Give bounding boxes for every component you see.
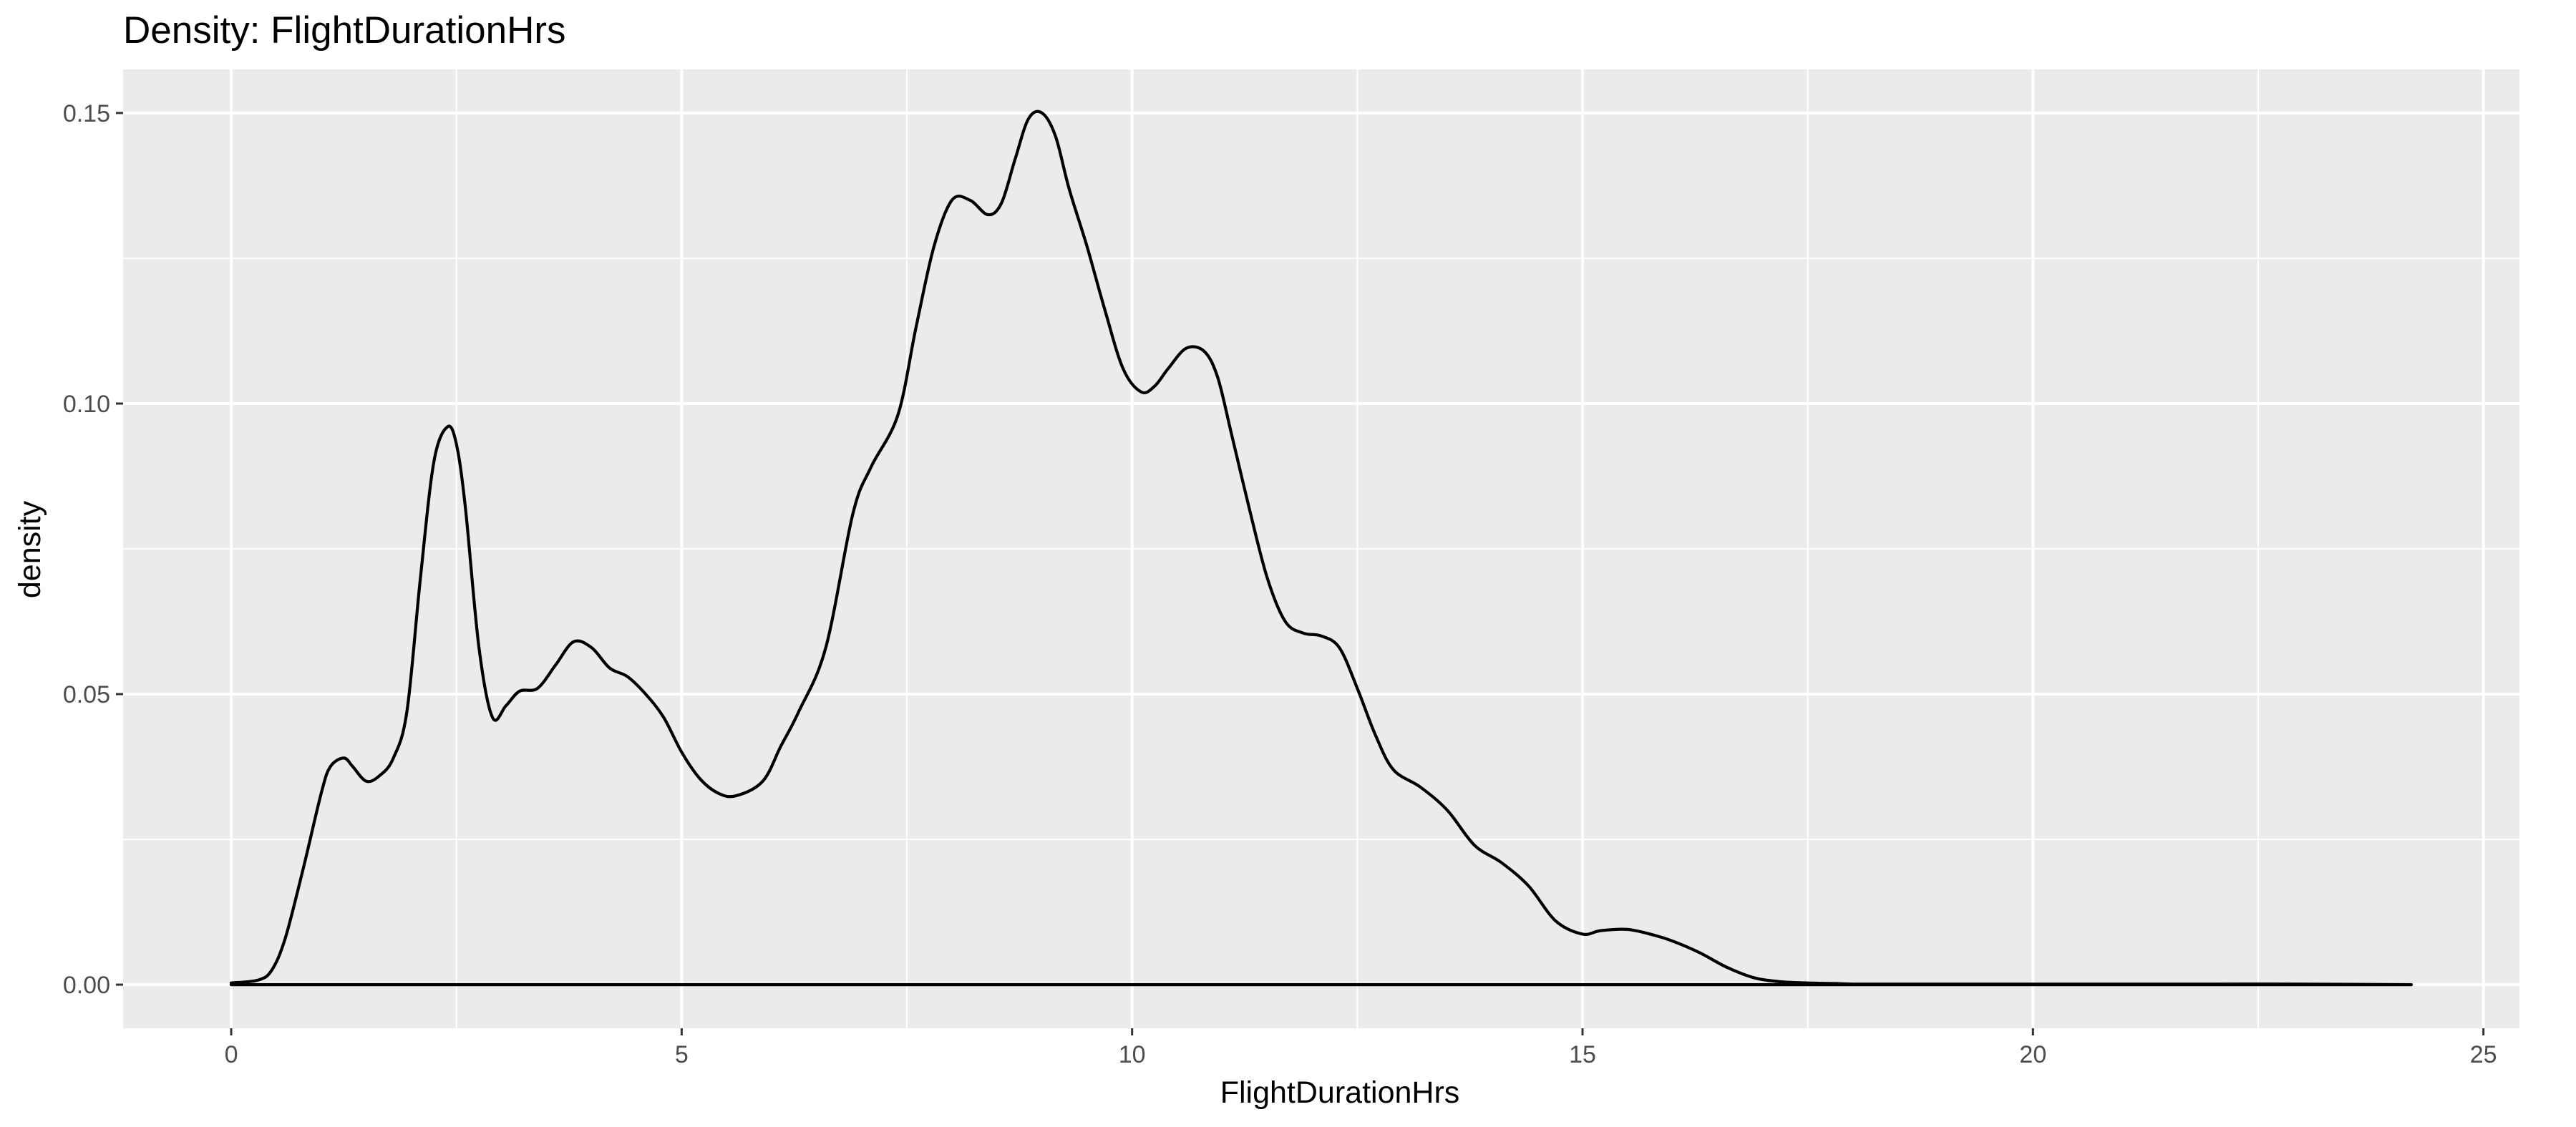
minor-gridlines — [123, 69, 2519, 1028]
y-axis: 0.00 0.05 0.10 0.15 — [63, 100, 123, 999]
density-curve — [229, 109, 2414, 987]
x-tick-label: 15 — [1569, 1041, 1596, 1068]
y-axis-title: density — [13, 500, 47, 598]
x-axis-title: FlightDurationHrs — [1220, 1075, 1460, 1110]
y-tick-label: 0.10 — [63, 391, 110, 418]
y-tick-label: 0.05 — [63, 681, 110, 708]
x-tick-label: 5 — [675, 1041, 689, 1068]
x-axis: 0 5 10 15 20 25 — [225, 1028, 2497, 1068]
chart-title: Density: FlightDurationHrs — [123, 9, 566, 52]
x-tick-label: 20 — [2019, 1041, 2046, 1068]
y-tick-label: 0.00 — [63, 972, 110, 999]
x-tick-label: 25 — [2470, 1041, 2497, 1068]
density-series — [229, 109, 2414, 987]
y-tick-label: 0.15 — [63, 100, 110, 127]
x-tick-label: 10 — [1119, 1041, 1146, 1068]
x-tick-label: 0 — [225, 1041, 238, 1068]
